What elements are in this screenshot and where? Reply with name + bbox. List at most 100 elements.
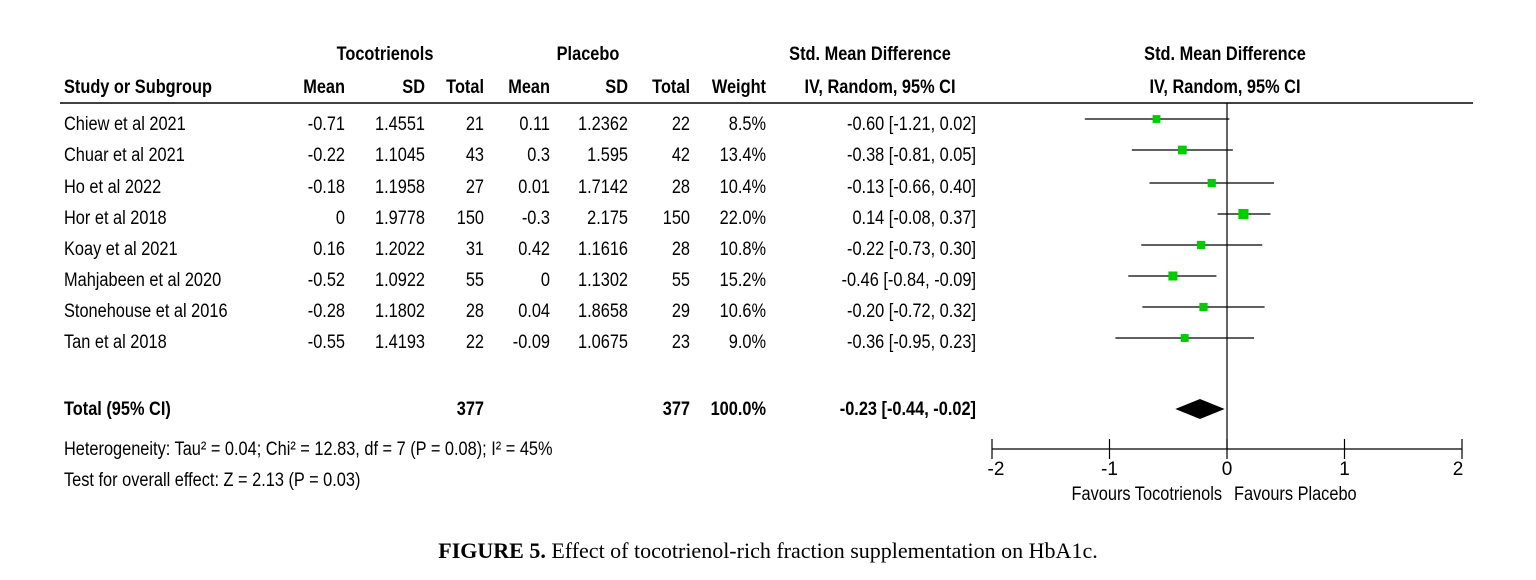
- x-tick-label: -2: [988, 459, 1005, 480]
- total1-sum: 377: [456, 399, 484, 420]
- total2-cell: 23: [671, 332, 690, 353]
- x-tick-label: 0: [1222, 459, 1233, 480]
- pooled-diamond: [1175, 399, 1225, 419]
- favours-left-label: Favours Tocotrienols: [1071, 484, 1222, 505]
- total2-cell: 55: [671, 270, 690, 291]
- mean1-cell: -0.71: [307, 114, 345, 135]
- smd-method-header: IV, Random, 95% CI: [804, 77, 956, 98]
- weight-cell: 9.0%: [728, 332, 766, 353]
- group1-header: Tocotrienols: [336, 44, 434, 65]
- total1-cell: 28: [465, 301, 484, 322]
- heterogeneity-text: Heterogeneity: Tau² = 0.04; Chi² = 12.83…: [64, 439, 553, 460]
- point-estimate-square: [1207, 178, 1216, 188]
- ci-cell: 0.14 [-0.08, 0.37]: [852, 208, 976, 229]
- caption-text: Effect of tocotrienol-rich fraction supp…: [551, 538, 1098, 563]
- total1-cell: 31: [465, 239, 484, 260]
- study-name: Hor et al 2018: [64, 208, 167, 229]
- point-estimate-square: [1152, 115, 1161, 123]
- sd1-cell: 1.1802: [375, 301, 425, 322]
- sd2-cell: 1.7142: [578, 177, 628, 198]
- point-estimate-square: [1168, 271, 1178, 281]
- ci-cell: -0.36 [-0.95, 0.23]: [847, 332, 976, 353]
- group2-header: Placebo: [556, 44, 620, 65]
- sd2-cell: 1.595: [587, 145, 628, 166]
- sd2-cell: 1.2362: [578, 114, 628, 135]
- study-name: Stonehouse et al 2016: [64, 301, 228, 322]
- mean2-cell: -0.09: [512, 332, 550, 353]
- sd2-cell: 2.175: [587, 208, 628, 229]
- point-estimate-square: [1180, 334, 1189, 342]
- mean1-cell: -0.55: [307, 332, 345, 353]
- col-sd2-header: SD: [605, 77, 628, 98]
- mean2-cell: 0.42: [518, 239, 550, 260]
- weight-cell: 10.6%: [719, 301, 766, 322]
- total1-cell: 55: [465, 270, 484, 291]
- x-tick-label: 2: [1453, 459, 1464, 480]
- total2-cell: 42: [671, 145, 690, 166]
- col-sd1-header: SD: [402, 77, 425, 98]
- plot-method-header: IV, Random, 95% CI: [1149, 77, 1301, 98]
- mean1-cell: -0.18: [307, 177, 345, 198]
- mean2-cell: 0.11: [519, 114, 550, 135]
- total1-cell: 27: [465, 177, 484, 198]
- total1-cell: 21: [465, 114, 484, 135]
- ci-cell: -0.22 [-0.73, 0.30]: [847, 239, 976, 260]
- x-tick-label: 1: [1339, 459, 1350, 480]
- sd1-cell: 1.0922: [375, 270, 425, 291]
- ci-cell: -0.46 [-0.84, -0.09]: [841, 270, 976, 291]
- weight-cell: 13.4%: [719, 145, 766, 166]
- weight-cell: 15.2%: [719, 270, 766, 291]
- total1-cell: 150: [456, 208, 484, 229]
- weight-cell: 10.8%: [719, 239, 766, 260]
- total2-cell: 28: [671, 177, 690, 198]
- mean1-cell: 0: [335, 208, 345, 229]
- mean1-cell: -0.52: [307, 270, 345, 291]
- mean1-cell: 0.16: [313, 239, 345, 260]
- total-ci: -0.23 [-0.44, -0.02]: [839, 399, 976, 420]
- figure-caption: FIGURE 5. Effect of tocotrienol-rich fra…: [0, 538, 1536, 564]
- study-name: Chuar et al 2021: [64, 145, 185, 166]
- col-weight-header: Weight: [711, 77, 766, 98]
- ci-cell: -0.60 [-1.21, 0.02]: [847, 114, 976, 135]
- point-estimate-square: [1238, 208, 1249, 220]
- total2-sum: 377: [662, 399, 690, 420]
- col-study-header: Study or Subgroup: [64, 77, 212, 98]
- sd1-cell: 1.2022: [375, 239, 425, 260]
- sd2-cell: 1.0675: [578, 332, 628, 353]
- weight-cell: 22.0%: [719, 208, 766, 229]
- mean2-cell: 0.04: [518, 301, 550, 322]
- point-estimate-square: [1177, 145, 1187, 155]
- total-weight: 100.0%: [710, 399, 766, 420]
- weight-cell: 8.5%: [728, 114, 766, 135]
- ci-cell: -0.20 [-0.72, 0.32]: [847, 301, 976, 322]
- weight-cell: 10.4%: [719, 177, 766, 198]
- study-name: Mahjabeen et al 2020: [64, 270, 222, 291]
- total2-cell: 150: [662, 208, 690, 229]
- sd2-cell: 1.1616: [578, 239, 628, 260]
- mean2-cell: 0: [540, 270, 550, 291]
- study-name: Koay et al 2021: [64, 239, 178, 260]
- sd1-cell: 1.1958: [375, 177, 425, 198]
- point-estimate-square: [1199, 302, 1208, 312]
- study-name: Ho et al 2022: [64, 177, 162, 198]
- sd1-cell: 1.1045: [375, 145, 425, 166]
- favours-right-label: Favours Placebo: [1234, 484, 1357, 505]
- total2-cell: 28: [671, 239, 690, 260]
- study-name: Tan et al 2018: [64, 332, 167, 353]
- mean2-cell: -0.3: [521, 208, 550, 229]
- point-estimate-square: [1197, 240, 1206, 250]
- ci-cell: -0.38 [-0.81, 0.05]: [847, 145, 976, 166]
- sd2-cell: 1.1302: [578, 270, 628, 291]
- col-total2-header: Total: [652, 77, 690, 98]
- sd1-cell: 1.4551: [375, 114, 425, 135]
- x-tick-label: -1: [1101, 459, 1118, 480]
- col-total1-header: Total: [446, 77, 484, 98]
- sd2-cell: 1.8658: [578, 301, 628, 322]
- col-mean1-header: Mean: [303, 77, 345, 98]
- sd1-cell: 1.9778: [375, 208, 425, 229]
- mean1-cell: -0.22: [307, 145, 345, 166]
- study-name: Chiew et al 2021: [64, 114, 186, 135]
- overall-effect-text: Test for overall effect: Z = 2.13 (P = 0…: [64, 470, 361, 491]
